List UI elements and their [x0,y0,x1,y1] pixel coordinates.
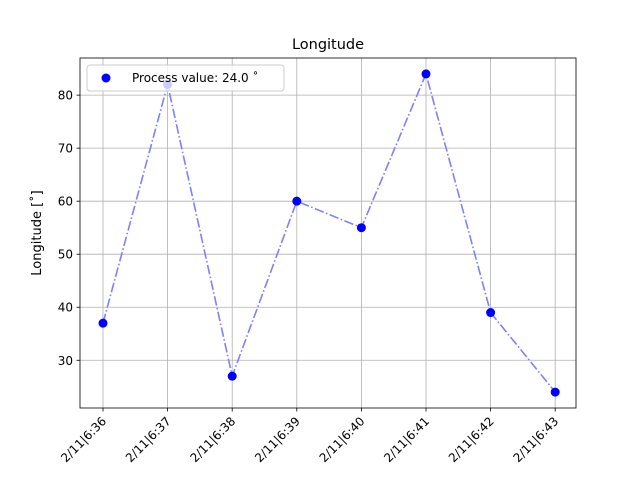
series-polyline [102,71,556,393]
legend-marker [101,73,111,83]
y-tick-label: 40 [58,301,73,315]
data-point [356,223,366,233]
x-tick-label: 2/11|6:39 [252,414,303,465]
legend-label: Process value: 24.0 ˚ [132,70,259,85]
legend: Process value: 24.0 ˚ [86,64,285,92]
x-tick-label: 2/11|6:40 [317,414,368,465]
chart-title: Longitude [292,37,364,53]
x-tick-label: 2/11|6:36 [58,414,109,465]
data-point [550,387,560,397]
x-axis: 2/11|6:36 2/11|6:37 2/11|6:38 2/11|6:39 2/11… [58,408,561,465]
legend-box [86,64,285,92]
data-point [421,69,431,79]
x-tick-label: 2/11|6:42 [446,414,497,465]
y-tick-label: 60 [58,195,73,209]
data-point [98,318,108,328]
y-tick-label: 30 [58,354,73,368]
y-tick-label: 70 [58,142,73,156]
data-point [227,371,237,381]
series-line [102,71,556,393]
grid [80,58,576,408]
x-tick-label: 2/11|6:41 [381,414,432,465]
y-axis-title: Longitude [˚] [29,190,45,275]
y-tick-label: 50 [58,248,73,262]
y-tick-label: 80 [58,89,73,103]
data-point [486,308,496,318]
x-tick-label: 2/11|6:37 [123,414,174,465]
data-point [292,196,302,206]
x-tick-label: 2/11|6:43 [510,414,561,465]
x-tick-label: 2/11|6:38 [187,414,238,465]
plot-frame [79,57,577,409]
y-axis: 30 40 50 60 70 80 [58,89,80,368]
